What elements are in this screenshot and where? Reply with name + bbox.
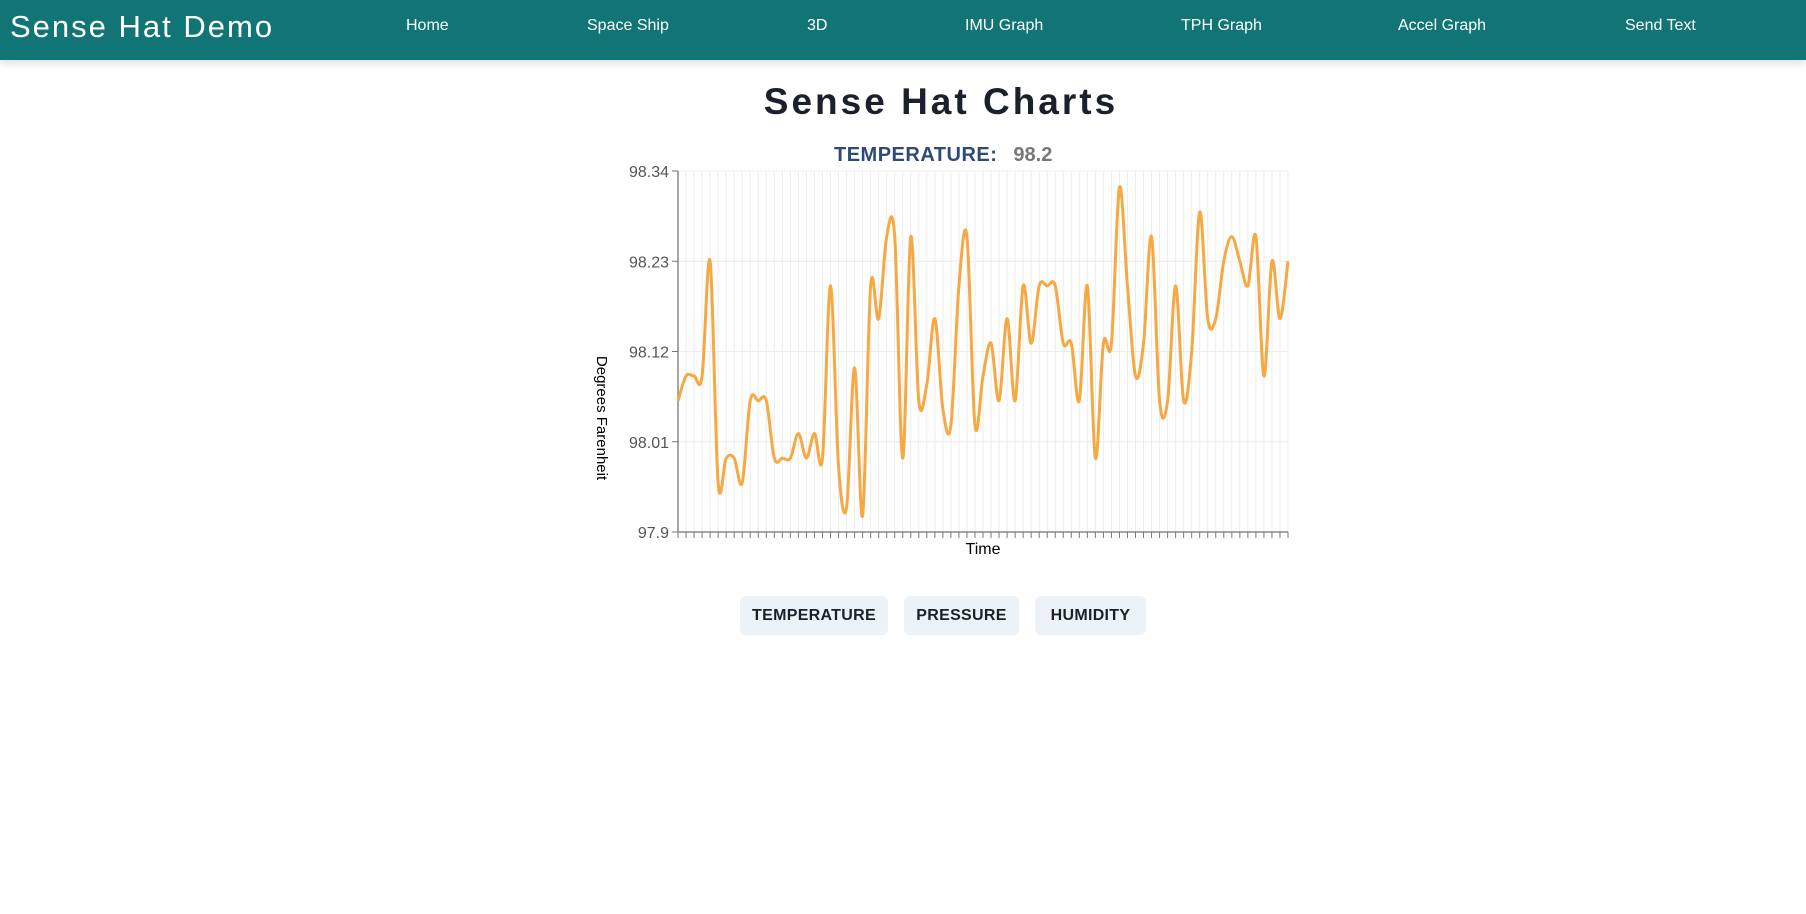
- y-tick-label: 98.23: [629, 254, 669, 271]
- nav-link-imu-graph[interactable]: IMU Graph: [965, 17, 1044, 34]
- y-tick-label: 97.9: [638, 525, 669, 542]
- nav-link-home[interactable]: Home: [406, 17, 449, 34]
- chart-grid: [677, 170, 1289, 533]
- reading-label: TEMPERATURE:: [834, 144, 998, 166]
- brand-title[interactable]: Sense Hat Demo: [10, 9, 275, 44]
- y-tick-label: 98.01: [629, 435, 669, 452]
- nav-link-send-text[interactable]: Send Text: [1625, 17, 1696, 34]
- nav-link-space-ship[interactable]: Space Ship: [587, 17, 669, 34]
- current-reading: TEMPERATURE: 98.2: [834, 143, 1052, 167]
- nav-link-accel-graph[interactable]: Accel Graph: [1398, 17, 1487, 34]
- temperature-series-line: [676, 185, 1290, 518]
- temperature-button[interactable]: TEMPERATURE: [740, 596, 888, 635]
- humidity-button[interactable]: HUMIDITY: [1035, 596, 1146, 635]
- y-tick-label: 98.12: [629, 345, 669, 362]
- chart-ticks: 98.34 98.23 98.12 98.01 97.9: [629, 164, 1289, 542]
- x-axis-label: Time: [966, 541, 1001, 558]
- top-navbar: Sense Hat Demo Home Space Ship 3D IMU Gr…: [0, 0, 1806, 60]
- reading-value: 98.2: [1013, 144, 1053, 166]
- nav-link-3d[interactable]: 3D: [807, 17, 828, 34]
- y-axis-label: Degrees Farenheit: [593, 356, 610, 481]
- pressure-button[interactable]: PRESSURE: [904, 596, 1019, 635]
- chart-series-layer: [676, 185, 1290, 518]
- y-tick-label: 98.34: [629, 164, 669, 181]
- nav-link-tph-graph[interactable]: TPH Graph: [1181, 17, 1262, 34]
- page-title: Sense Hat Charts: [763, 81, 1119, 122]
